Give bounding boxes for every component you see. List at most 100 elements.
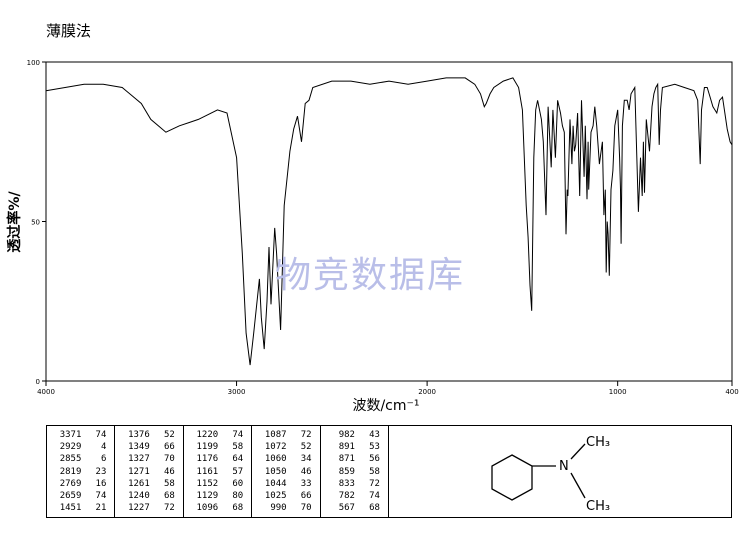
cyclohexane-ring [491,454,533,501]
y-axis-ticks: 0 50 100 [27,59,46,386]
peak-row: 990 70 [252,502,319,514]
peak-wavenumber: 1220 [196,430,219,440]
y-axis-label: 透过率%/ [6,191,23,253]
peak-transmittance: 68 [369,503,380,514]
peak-row: 1060 34 [252,453,319,465]
peak-wavenumber: 2659 [59,490,82,501]
x-axis-ticks: 4000 3000 2000 1000 400 [37,381,739,396]
watermark: 物竞数据库 [275,255,466,296]
peak-wavenumber: 567 [338,503,355,514]
y-tick-label: 50 [31,219,40,227]
peak-transmittance: 70 [300,503,312,514]
peak-wavenumber: 833 [338,478,355,489]
peak-transmittance: 4 [100,442,107,453]
x-tick-label: 3000 [228,388,246,396]
peak-row: 2769 16 [47,478,114,490]
peak-row: 2929 4 [47,441,114,453]
peak-row: 1176 64 [184,453,251,465]
peak-row: 1349 66 [115,441,182,453]
y-tick-label: 100 [27,59,40,67]
peak-row: 1025 66 [252,490,319,502]
peak-wavenumber: 1050 [264,466,287,477]
peak-row: 1152 60 [184,478,251,490]
peak-row: 1271 46 [115,466,182,478]
peak-wavenumber: 2929 [59,442,82,453]
peak-transmittance: 6 [100,454,107,465]
peak-wavenumber: 1060 [264,454,287,465]
peak-row: 2819 23 [47,466,114,478]
peak-wavenumber: 1227 [128,503,150,514]
peak-wavenumber: 1176 [196,454,219,465]
peak-transmittance: 46 [300,466,312,477]
peak-row: 2659 74 [47,490,114,502]
peak-row: 1096 68 [184,502,251,514]
peak-transmittance: 16 [95,478,107,489]
x-tick-label: 400 [725,388,738,396]
peak-wavenumber: 1096 [196,503,219,514]
peak-transmittance: 74 [95,430,107,440]
peak-wavenumber: 982 [338,430,355,440]
peak-transmittance: 52 [163,430,175,440]
peak-transmittance: 70 [163,454,175,465]
peak-row: 1451 21 [47,502,114,514]
peak-wavenumber: 2769 [59,478,82,489]
peak-transmittance: 66 [300,490,312,501]
peak-row: 782 74 [321,490,388,502]
peak-wavenumber: 871 [338,454,355,465]
peak-transmittance: 23 [95,466,107,477]
peak-wavenumber: 1025 [264,490,287,501]
peak-transmittance: 60 [232,478,244,489]
chemical-structure: N CH₃ CH₃ [389,426,731,517]
peak-transmittance: 58 [163,478,175,489]
peak-column: 1220 74 1199 58 1176 64 1161 57 1152 60 1129 80 1096… [184,426,253,517]
peak-transmittance: 74 [95,490,107,501]
peak-transmittance: 56 [369,454,380,465]
peak-wavenumber: 3371 [59,430,82,440]
peak-row: 1087 72 [252,429,319,441]
peak-transmittance: 33 [300,478,312,489]
peak-row: 871 56 [321,453,388,465]
ir-spectrum-chart: 0 50 100 4000 3000 2000 1000 400 波数/cm⁻¹ 透过率%/ [6,59,739,414]
peak-wavenumber: 2819 [59,466,82,477]
peak-row: 1129 80 [184,490,251,502]
structure-drawing: N CH₃ CH₃ [491,435,610,514]
peak-row: 1220 74 [184,429,251,441]
peak-wavenumber: 1044 [264,478,287,489]
peak-transmittance: 64 [232,454,244,465]
peak-wavenumber: 1199 [196,442,219,453]
x-axis-label: 波数/cm⁻¹ [352,398,419,414]
peak-wavenumber: 2855 [59,454,82,465]
peak-row: 1161 57 [184,466,251,478]
peak-row: 1227 72 [115,502,182,514]
peak-row: 982 43 [321,429,388,441]
peak-row: 1240 68 [115,490,182,502]
peak-column: 3371 74 2929 4 2855 6 2819 23 2769 16 2659 74 1451 21 [47,426,116,517]
peak-transmittance: 68 [163,490,175,501]
x-tick-label: 2000 [418,388,436,396]
peak-wavenumber: 990 [270,503,287,514]
peak-row: 891 53 [321,441,388,453]
peak-wavenumber: 1451 [59,503,82,514]
spectrum-line [45,77,733,366]
y-tick-label: 0 [36,378,40,386]
peak-transmittance: 72 [369,478,380,489]
peak-row: 1072 52 [252,441,319,453]
peak-transmittance: 46 [163,466,175,477]
peak-transmittance: 58 [369,466,380,477]
peak-transmittance: 34 [300,454,312,465]
peak-wavenumber: 1161 [196,466,219,477]
peak-wavenumber: 1327 [128,454,150,465]
peak-transmittance: 58 [232,442,244,453]
peak-row: 859 58 [321,466,388,478]
peak-transmittance: 52 [300,442,312,453]
peak-row: 1044 33 [252,478,319,490]
peak-transmittance: 74 [369,490,380,501]
peak-transmittance: 80 [232,490,244,501]
peak-wavenumber: 859 [338,466,355,477]
peak-wavenumber: 1349 [128,442,150,453]
peak-wavenumber: 891 [338,442,355,453]
peak-transmittance: 66 [163,442,175,453]
peak-row: 1199 58 [184,441,251,453]
peak-wavenumber: 1072 [264,442,287,453]
peak-column: 1376 52 1349 66 1327 70 1271 46 1261 58 1240 68 1227… [115,426,184,517]
